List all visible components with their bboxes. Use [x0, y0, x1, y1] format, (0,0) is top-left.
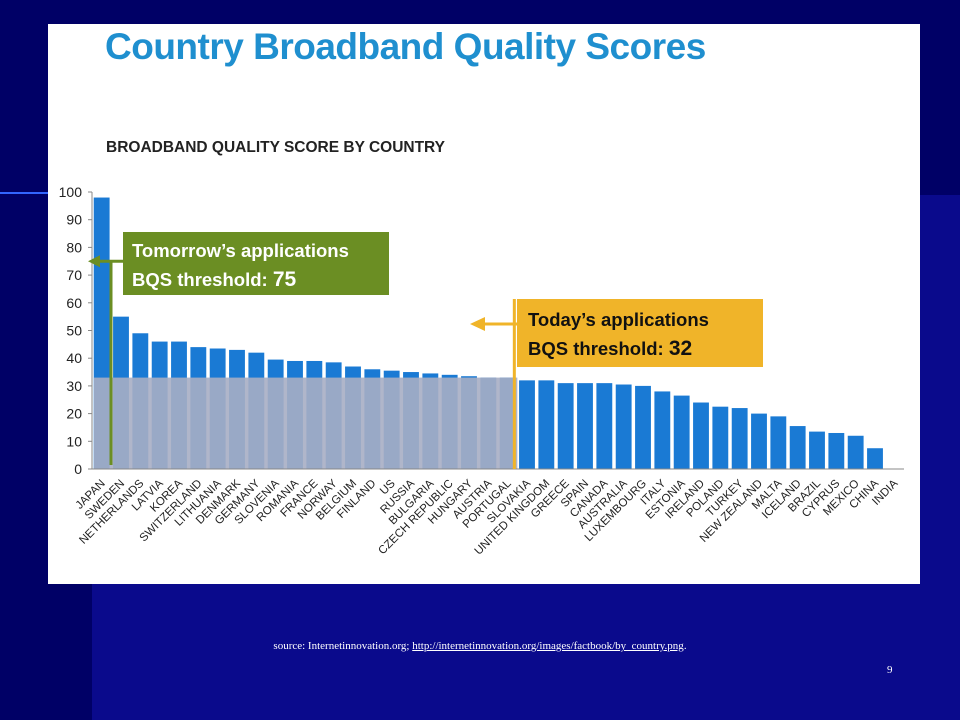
today-annotation: Today’s applications BQS threshold: 32 [470, 299, 763, 469]
below-threshold-area [94, 377, 518, 469]
page-number: 9 [887, 664, 893, 676]
threshold-overlay [94, 377, 518, 469]
y-tick-label: 20 [66, 406, 82, 422]
bar-chart: 0 10 20 30 40 50 60 70 80 90 100 JAPANSWEDENNETHER… [59, 184, 904, 558]
bar [693, 402, 709, 469]
bar [673, 395, 690, 469]
source-suffix: . [683, 640, 687, 652]
y-tick-label: 50 [66, 323, 82, 339]
chart-panel [48, 24, 920, 584]
bar [557, 383, 574, 469]
y-tick-label: 10 [66, 433, 82, 449]
y-tick-label: 80 [66, 239, 82, 255]
y-tick-label: 70 [66, 267, 82, 283]
y-axis: 0 10 20 30 40 50 60 70 80 90 100 [59, 184, 92, 477]
bar [596, 383, 613, 469]
tomorrow-value: 75 [273, 268, 297, 291]
bar [751, 413, 767, 469]
bar [867, 448, 883, 469]
y-tick-label: 100 [59, 184, 83, 200]
accent-line [0, 192, 48, 194]
source-link[interactable]: http://internetinnovation.org/images/fac… [412, 640, 684, 652]
today-line2: BQS threshold: [528, 338, 669, 359]
bar [635, 385, 651, 469]
source-prefix: source: Internetinnovation.org; [273, 640, 413, 652]
today-box [517, 299, 763, 367]
bar [809, 431, 825, 469]
bar [828, 432, 845, 469]
x-axis-labels: JAPANSWEDENNETHERLANDSLATVIAKOREASWITZER… [74, 477, 901, 557]
tomorrow-line1: Tomorrow’s applications [132, 240, 349, 261]
source-note: source: Internetinnovation.org; http://i… [0, 640, 960, 652]
tomorrow-line2: BQS threshold: [132, 269, 273, 290]
today-line2-wrap: BQS threshold: 32 [528, 337, 692, 360]
bar [538, 380, 555, 469]
bar [847, 435, 864, 469]
tomorrow-arrow-head [88, 255, 100, 268]
bar [654, 391, 671, 469]
today-value: 32 [669, 337, 692, 360]
tomorrow-box [123, 232, 389, 295]
chart-title: BROADBAND QUALITY SCORE BY COUNTRY [106, 139, 446, 156]
slide-title: Country Broadband Quality Scores [105, 26, 706, 67]
today-arrow-head [470, 317, 485, 331]
y-tick-label: 0 [74, 461, 82, 477]
tomorrow-annotation: Tomorrow’s applications BQS threshold: 7… [88, 232, 389, 465]
tomorrow-line2-wrap: BQS threshold: 75 [132, 268, 296, 291]
y-tick-label: 60 [66, 295, 82, 311]
bar [731, 408, 748, 469]
today-line1: Today’s applications [528, 309, 709, 330]
bar [615, 384, 632, 469]
bar [519, 380, 535, 469]
y-tick-label: 40 [66, 350, 82, 366]
bar [789, 426, 806, 469]
bar [577, 383, 593, 469]
bar [770, 416, 787, 469]
y-tick-label: 90 [66, 212, 82, 228]
y-tick-label: 30 [66, 378, 82, 394]
bar [712, 406, 729, 469]
